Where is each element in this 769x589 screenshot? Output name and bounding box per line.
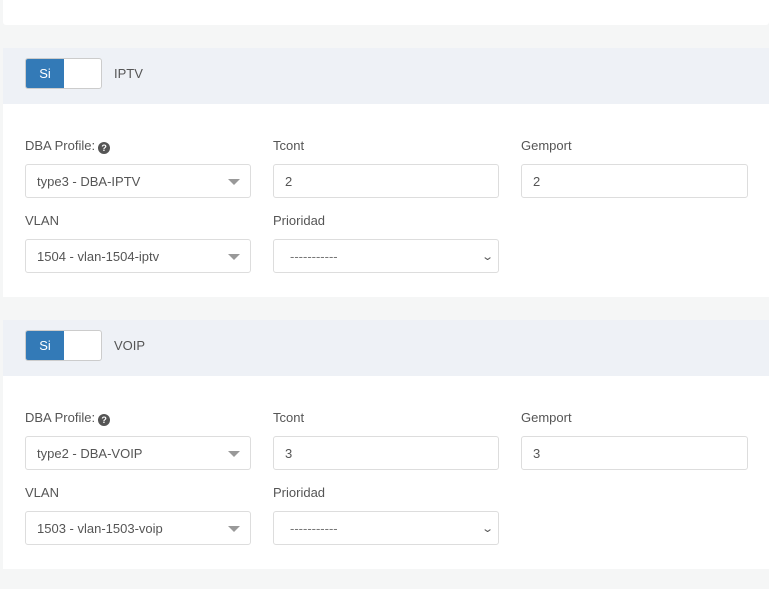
- caret-down-icon: [228, 254, 240, 260]
- vlan-select[interactable]: 1504 - vlan-1504-iptv: [25, 239, 251, 273]
- service-card-iptv: Si IPTV DBA Profile:? Tcont Gemport type…: [3, 48, 769, 297]
- vlan-select[interactable]: 1503 - vlan-1503-voip: [25, 511, 251, 545]
- caret-down-icon: [228, 451, 240, 457]
- gemport-label: Gemport: [521, 410, 572, 425]
- chevron-down-icon: ⌄: [480, 523, 494, 535]
- caret-down-icon: [228, 526, 240, 532]
- question-circle-icon[interactable]: ?: [98, 142, 111, 154]
- enable-toggle[interactable]: Si: [25, 58, 102, 89]
- dba-profile-label: DBA Profile:?: [25, 138, 111, 154]
- vlan-label: VLAN: [25, 213, 59, 228]
- toggle-on-label: Si: [26, 59, 64, 88]
- tcont-input[interactable]: 2: [273, 164, 499, 198]
- prioridad-select[interactable]: ----------- ⌄: [273, 239, 499, 273]
- service-title: VOIP: [114, 338, 146, 353]
- tcont-label: Tcont: [273, 410, 305, 425]
- dba-profile-select[interactable]: type2 - DBA-VOIP: [25, 436, 251, 470]
- service-title: IPTV: [114, 66, 143, 81]
- prioridad-label: Prioridad: [273, 213, 326, 228]
- toggle-on-label: Si: [26, 331, 64, 360]
- dba-profile-select[interactable]: type3 - DBA-IPTV: [25, 164, 251, 198]
- enable-toggle[interactable]: Si: [25, 330, 102, 361]
- card-header: Si VOIP: [3, 320, 769, 376]
- prioridad-label: Prioridad: [273, 485, 326, 500]
- caret-down-icon: [228, 179, 240, 185]
- dba-profile-label: DBA Profile:?: [25, 410, 111, 426]
- tcont-label: Tcont: [273, 138, 305, 153]
- tcont-input[interactable]: 3: [273, 436, 499, 470]
- gemport-label: Gemport: [521, 138, 572, 153]
- service-card-voip: Si VOIP DBA Profile:? Tcont Gemport type…: [3, 320, 769, 569]
- question-circle-icon[interactable]: ?: [98, 414, 111, 426]
- vlan-label: VLAN: [25, 485, 59, 500]
- chevron-down-icon: ⌄: [480, 251, 494, 263]
- gemport-input[interactable]: 2: [521, 164, 748, 198]
- prioridad-select[interactable]: ----------- ⌄: [273, 511, 499, 545]
- card-header: Si IPTV: [3, 48, 769, 104]
- previous-card: [3, 0, 769, 25]
- gemport-input[interactable]: 3: [521, 436, 748, 470]
